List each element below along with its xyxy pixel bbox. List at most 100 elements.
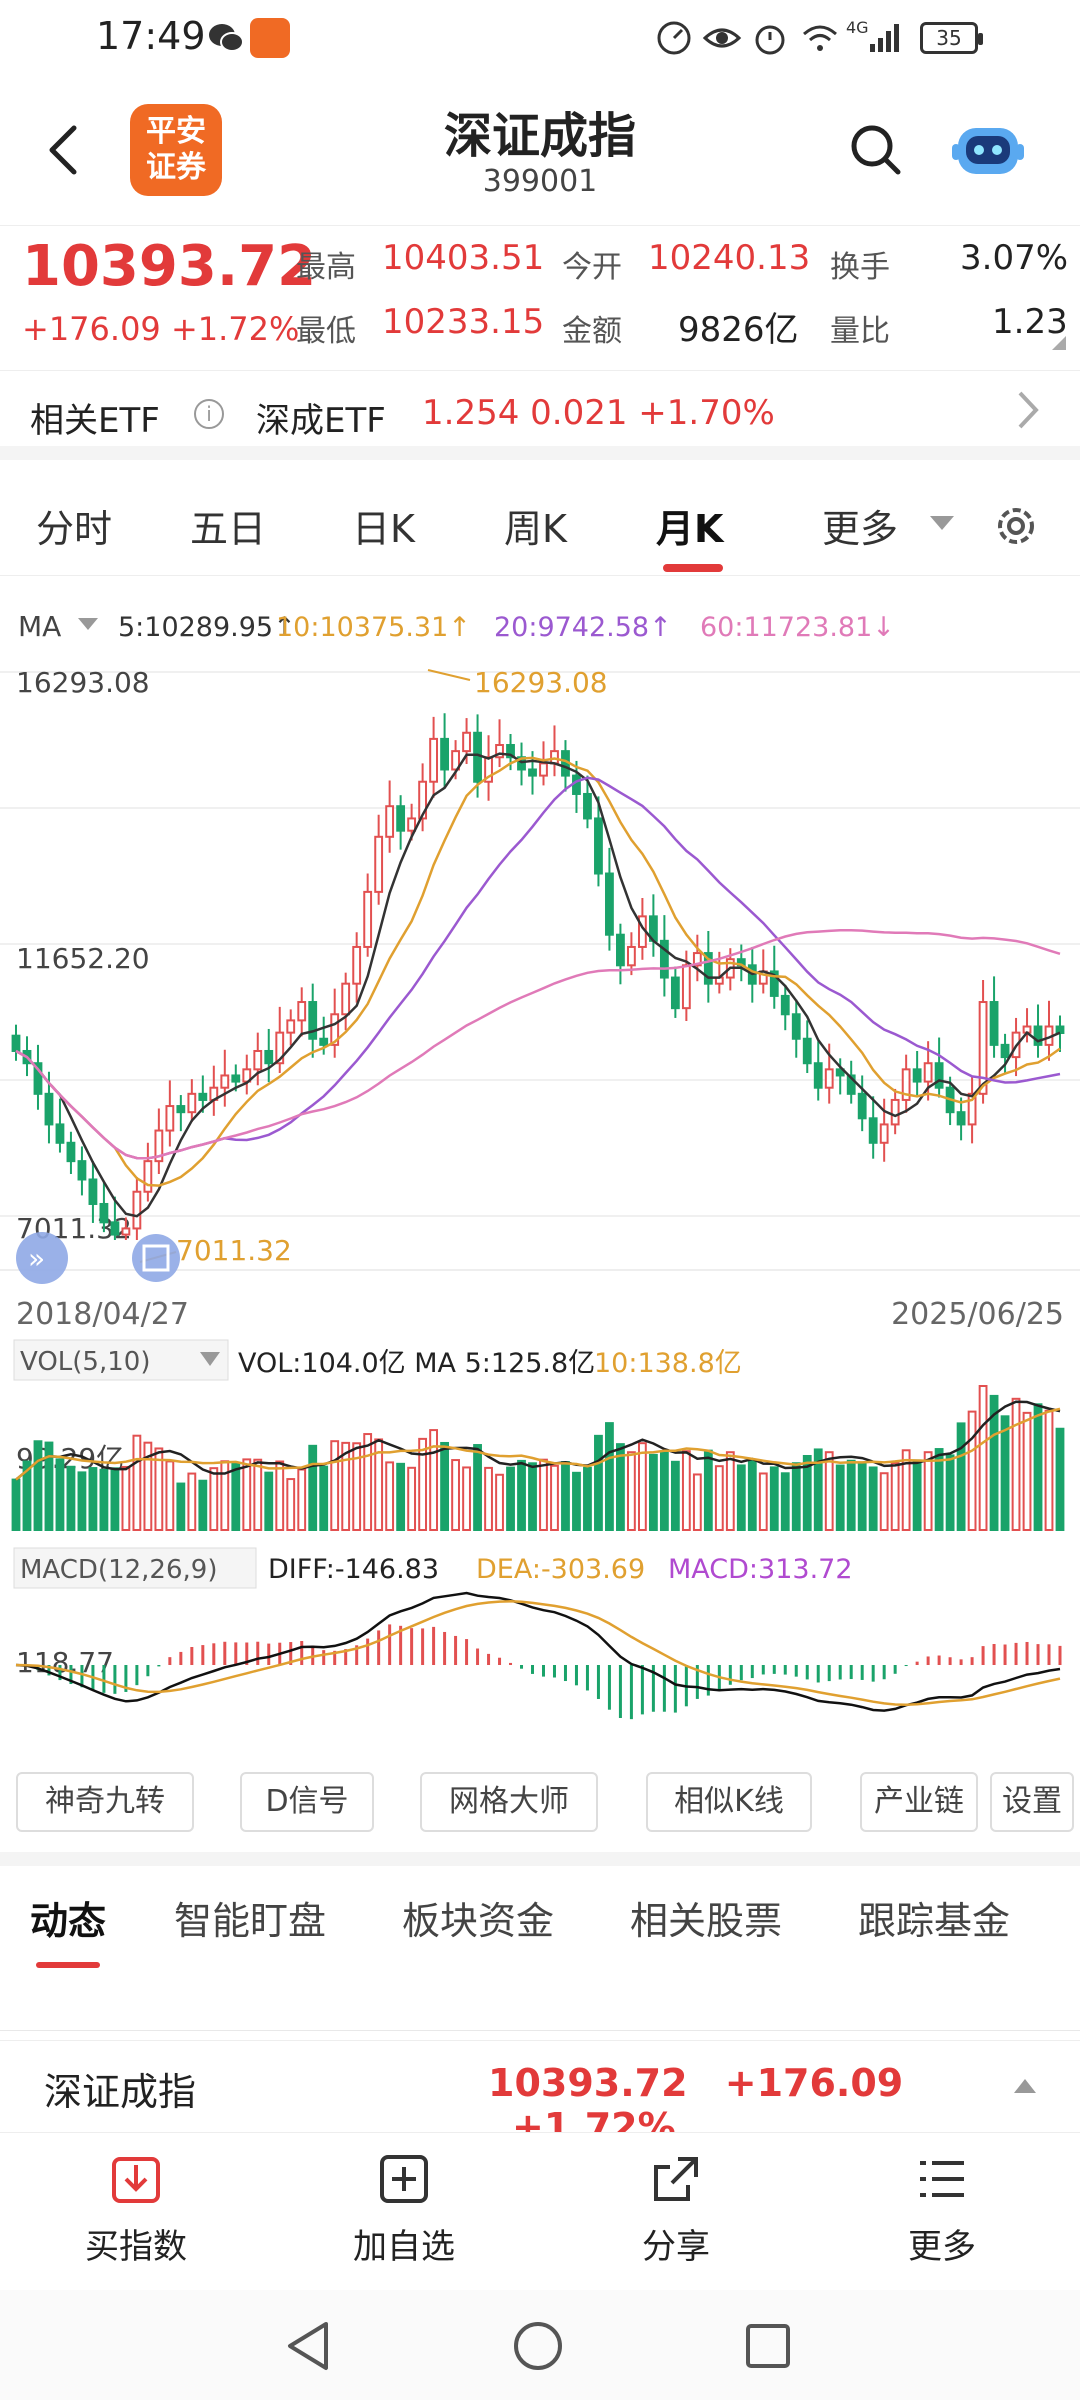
tab-weekly-k[interactable]: 周K bbox=[504, 507, 567, 551]
list-icon bbox=[920, 2161, 964, 2197]
nav-back-icon[interactable] bbox=[280, 2318, 336, 2374]
volume-bar bbox=[495, 1473, 504, 1532]
tab-news[interactable]: 动态 bbox=[30, 1899, 107, 1943]
share-icon bbox=[654, 2157, 698, 2201]
search-icon[interactable] bbox=[846, 120, 906, 180]
candle-body bbox=[813, 1062, 823, 1089]
ma-caret-icon[interactable] bbox=[78, 618, 98, 630]
tab-intraday[interactable]: 分时 bbox=[36, 507, 113, 551]
more-button[interactable]: 更多 bbox=[862, 2151, 1022, 2268]
tool-similar-kline[interactable]: 相似K线 bbox=[646, 1772, 812, 1832]
tool-d-signal[interactable]: D信号 bbox=[240, 1772, 374, 1832]
vol-label: VOL(5,10) bbox=[20, 1347, 150, 1377]
volume-bar bbox=[418, 1437, 428, 1531]
volume-bar bbox=[1055, 1427, 1065, 1531]
related-etf-row[interactable]: 相关ETF i 深成ETF 1.254 0.021 +1.70% bbox=[0, 370, 1080, 460]
candle-body bbox=[901, 1068, 911, 1101]
etf-values: 1.254 0.021 +1.70% bbox=[422, 393, 775, 433]
buy-index-button[interactable]: 买指数 bbox=[56, 2151, 216, 2268]
ma-line bbox=[15, 752, 1061, 1218]
active-tab-indicator bbox=[663, 564, 723, 572]
tab-divider bbox=[0, 2030, 1080, 2031]
candle-body bbox=[868, 1117, 878, 1144]
candle-body bbox=[681, 964, 691, 1010]
candle-body bbox=[440, 737, 449, 771]
macd-selector[interactable] bbox=[13, 1547, 257, 1589]
volume-bar bbox=[758, 1472, 768, 1532]
ma-label: MA bbox=[18, 610, 61, 643]
tab-daily-k[interactable]: 日K bbox=[352, 507, 415, 551]
macd-dea-line bbox=[15, 1600, 1061, 1706]
tool-industry-chain[interactable]: 产业链 bbox=[860, 1772, 978, 1832]
tool-magic-nine[interactable]: 神奇九转 bbox=[16, 1772, 194, 1832]
candle-body bbox=[220, 1074, 230, 1089]
volume-bar bbox=[550, 1464, 559, 1531]
candle-body bbox=[692, 952, 702, 967]
candle-body bbox=[297, 1001, 307, 1022]
tab-sector-funds[interactable]: 板块资金 bbox=[402, 1899, 555, 1943]
caret-down-icon[interactable] bbox=[930, 516, 954, 530]
caret-up-icon[interactable] bbox=[1014, 2079, 1036, 2093]
candle-body bbox=[616, 933, 625, 967]
candle-body bbox=[967, 1092, 977, 1126]
volume-bar bbox=[934, 1448, 944, 1531]
add-watchlist-button[interactable]: 加自选 bbox=[324, 2151, 484, 2268]
candle-body bbox=[1033, 1025, 1043, 1046]
volume-bar bbox=[769, 1466, 779, 1531]
expand-left-button[interactable] bbox=[16, 1232, 68, 1284]
ma-line bbox=[15, 929, 1061, 1160]
tab-more[interactable]: 更多 bbox=[822, 507, 899, 551]
back-icon[interactable] bbox=[40, 120, 90, 180]
chevron-right-icon[interactable] bbox=[1012, 385, 1042, 447]
candle-body bbox=[594, 817, 603, 875]
high-label: 最高 bbox=[296, 250, 356, 285]
tab-smart-watch[interactable]: 智能盯盘 bbox=[174, 1899, 327, 1943]
nav-home-icon[interactable] bbox=[510, 2318, 566, 2374]
candle-body bbox=[802, 1037, 812, 1065]
wechat-icon bbox=[206, 18, 246, 58]
high-value: 10403.51 bbox=[382, 238, 545, 278]
vol-ma10: 10:138.8亿 bbox=[594, 1348, 742, 1379]
bottom-quote-bar[interactable]: 深证成指 10393.72 +176.09 +1.72% bbox=[0, 2040, 1080, 2149]
volume-bar bbox=[813, 1448, 823, 1531]
vol-caret-icon bbox=[200, 1352, 220, 1366]
volume-bar bbox=[88, 1467, 98, 1531]
index-code: 399001 bbox=[482, 164, 598, 199]
tab-five-day[interactable]: 五日 bbox=[190, 507, 267, 551]
volume-bar bbox=[297, 1468, 307, 1532]
vol-selector[interactable] bbox=[13, 1339, 229, 1381]
tab-tracking-funds[interactable]: 跟踪基金 bbox=[858, 1899, 1011, 1943]
candle-body bbox=[11, 1034, 21, 1052]
expand-corner-icon[interactable] bbox=[1052, 336, 1066, 350]
info-icon[interactable]: i bbox=[194, 399, 224, 429]
volume-bar bbox=[890, 1462, 900, 1531]
volume-bar bbox=[165, 1460, 175, 1532]
volume-bar bbox=[352, 1442, 362, 1531]
volume-bar bbox=[989, 1394, 999, 1532]
logo-line2: 证券 bbox=[146, 150, 206, 185]
volume-bar bbox=[242, 1458, 252, 1532]
volume-bar bbox=[627, 1451, 636, 1531]
candle-body bbox=[429, 737, 439, 783]
y-tick-mid: 11652.20 bbox=[16, 942, 150, 975]
kline-chart[interactable]: MA 5:10289.95↑10:10375.31↑ 20:9742.58↑ 60:… bbox=[0, 578, 1080, 1758]
assistant-robot-icon[interactable] bbox=[950, 114, 1026, 184]
candle-body bbox=[572, 774, 581, 795]
share-button[interactable]: 分享 bbox=[596, 2151, 756, 2268]
tool-grid-master[interactable]: 网格大师 bbox=[420, 1772, 598, 1832]
volume-bar bbox=[264, 1471, 274, 1531]
candle-body bbox=[418, 780, 428, 820]
tab-monthly-k[interactable]: 月K bbox=[656, 507, 724, 551]
tab-related-stocks[interactable]: 相关股票 bbox=[630, 1899, 783, 1943]
volume-bar bbox=[110, 1467, 120, 1531]
candle-body bbox=[769, 970, 779, 997]
candle-body bbox=[143, 1160, 153, 1193]
gear-icon[interactable] bbox=[992, 502, 1040, 550]
fullscreen-icon bbox=[142, 1244, 170, 1272]
tool-settings[interactable]: 设置 bbox=[990, 1772, 1074, 1832]
section-divider bbox=[0, 1852, 1080, 1866]
nav-recents-icon[interactable] bbox=[740, 2318, 796, 2374]
macd-value: MACD:313.72 bbox=[668, 1554, 853, 1585]
plus-box-icon bbox=[380, 2155, 428, 2203]
fullscreen-button[interactable] bbox=[132, 1234, 180, 1282]
